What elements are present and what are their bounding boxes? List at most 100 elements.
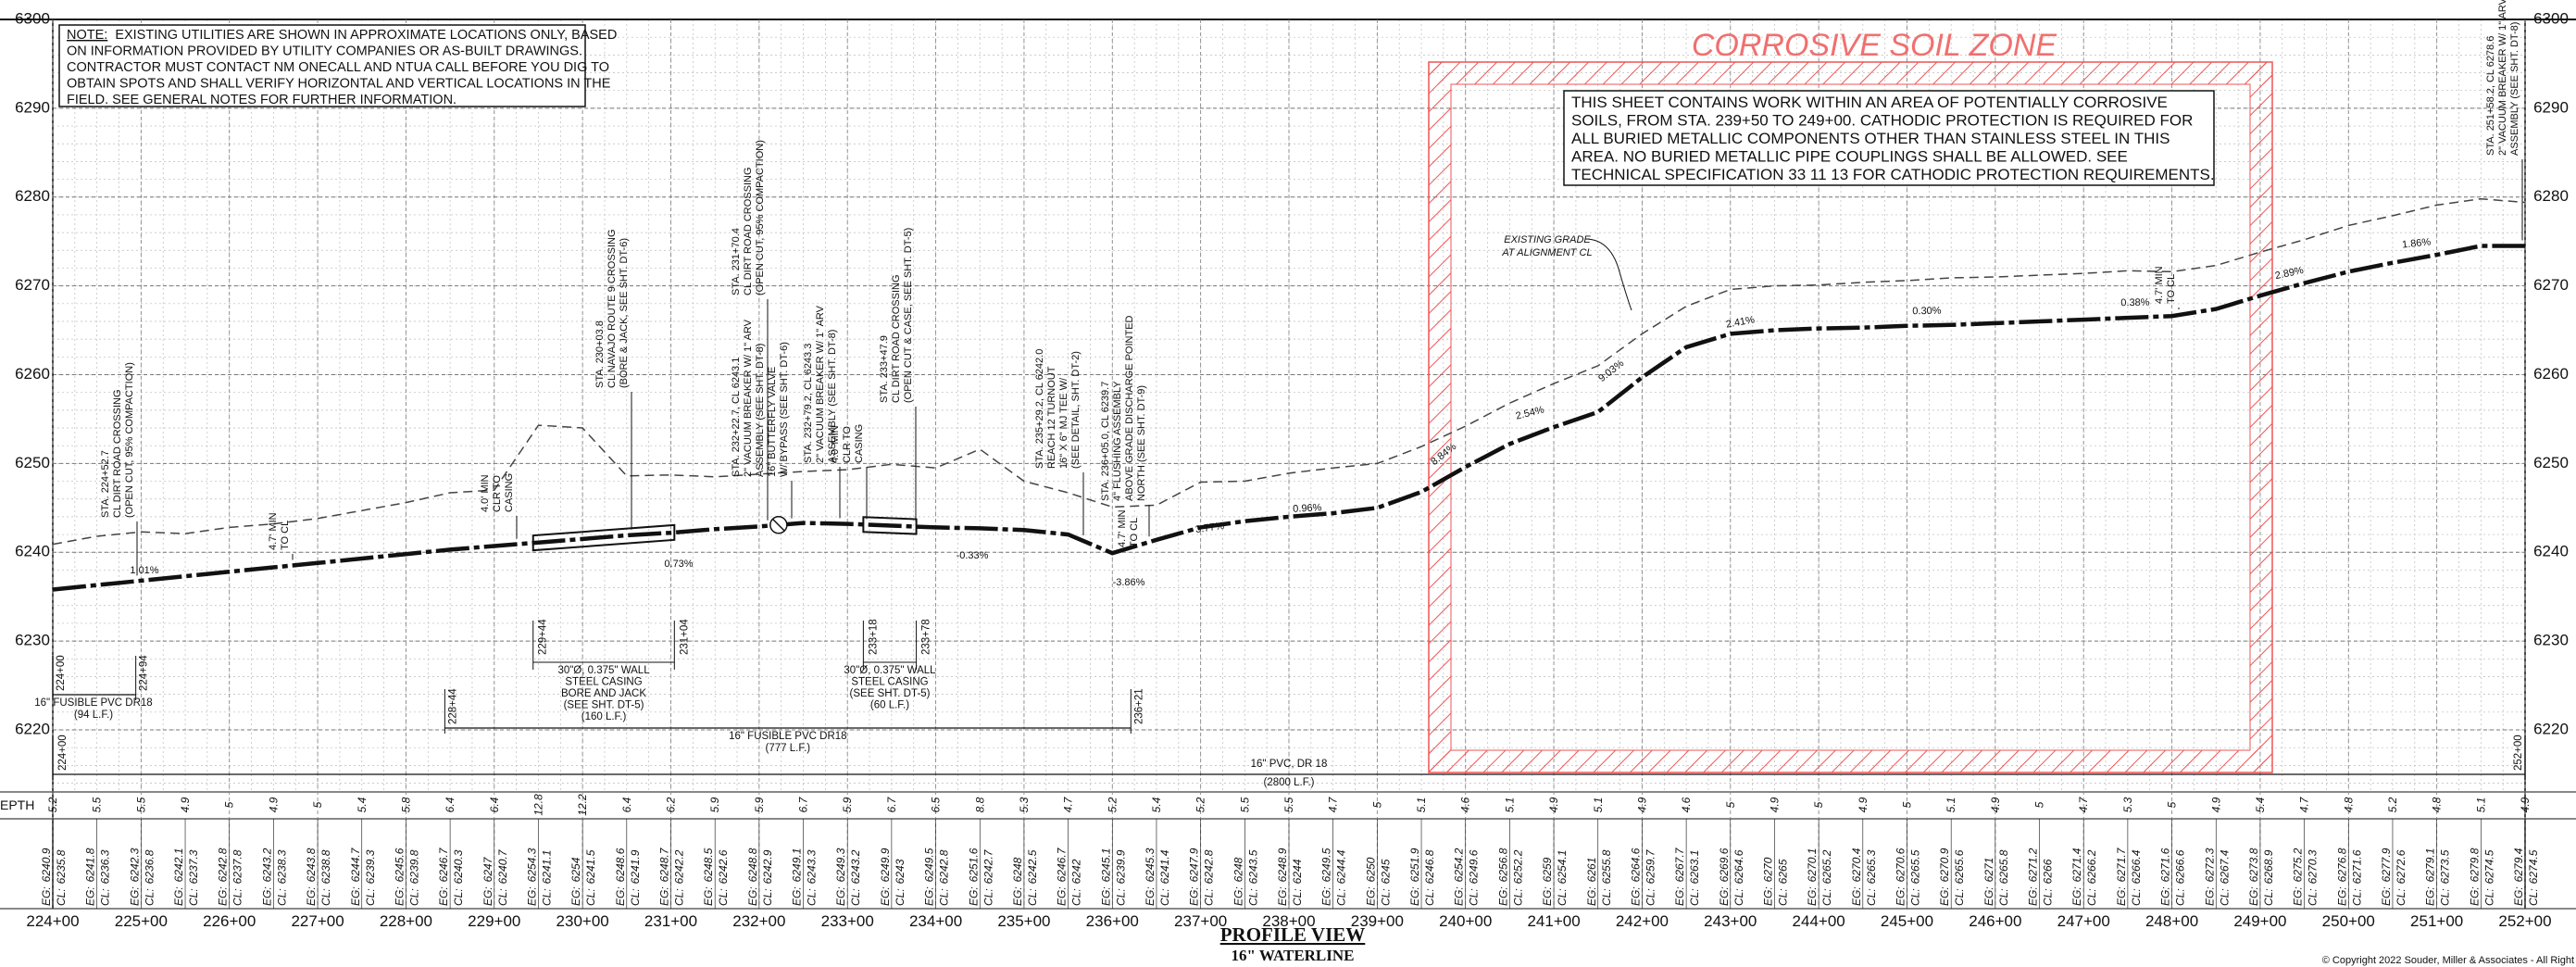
elevation-label: 6250 xyxy=(15,454,50,471)
eg-number: 6249.5 xyxy=(923,848,936,882)
annotation: TO CL xyxy=(280,521,291,550)
annotation: CL DIRT ROAD CROSSING xyxy=(112,389,123,518)
cl-number: 6266 xyxy=(2042,859,2055,884)
cl-prefix: CL: xyxy=(2439,888,2452,906)
cl-number: 6242.9 xyxy=(761,849,774,884)
zone-note-line: AREA. NO BURIED METALLIC PIPE COUPLINGS … xyxy=(1571,148,2128,166)
cl-prefix: CL: xyxy=(1291,888,1304,906)
zone-hatch xyxy=(1429,62,2272,84)
cl-number: 6239.8 xyxy=(407,849,420,884)
depth-value: 5.3 xyxy=(2121,797,2134,812)
pipe-note: (2800 L.F.) xyxy=(1264,777,1315,788)
eg-prefix: EG: xyxy=(84,886,97,906)
eg-prefix: EG: xyxy=(658,886,671,906)
cl-prefix: CL: xyxy=(1026,888,1039,906)
station-label: 231+00 xyxy=(644,912,697,930)
eg-prefix: EG: xyxy=(1629,886,1642,906)
eg-number: 6250 xyxy=(1364,857,1377,882)
annotation: (OPEN CUT & CASE, SEE SHT. DT-5) xyxy=(903,228,914,403)
depth-value: 5.4 xyxy=(2254,797,2267,812)
cl-value: CL: 6268.9 xyxy=(2262,849,2275,906)
eg-value: EG: 6241.8 xyxy=(84,848,97,906)
annotation: 4.7' MIN xyxy=(1117,509,1128,547)
cl-prefix: CL: xyxy=(982,888,994,906)
station-label: 224+00 xyxy=(26,912,79,930)
eg-value: EG: 6254.3 xyxy=(525,848,538,906)
casing-note: 30"Ø, 0.375" WALL xyxy=(557,665,650,676)
eg-value: EG: 6248 xyxy=(1011,857,1024,906)
cl-prefix: CL: xyxy=(231,888,244,906)
eg-value: EG: 6271.6 xyxy=(2159,848,2172,906)
cl-value: CL: 6242.7 xyxy=(982,848,994,906)
cl-value: CL: 6265.6 xyxy=(1953,849,1966,906)
depth-value: 5 xyxy=(1812,801,1825,808)
cl-value: CL: 6259.7 xyxy=(1644,848,1657,906)
existing-grade-label: EXISTING GRADE xyxy=(1504,234,1591,245)
cl-prefix: CL: xyxy=(1688,888,1701,906)
cl-prefix: CL: xyxy=(806,888,819,906)
eg-number: 6279.1 xyxy=(2424,848,2437,883)
pipe-note: 16" PVC, DR 18 xyxy=(1251,759,1328,770)
cl-value: CL: 6241.5 xyxy=(584,849,597,906)
eg-value: EG: 6271.2 xyxy=(2027,848,2040,906)
eg-prefix: EG: xyxy=(525,886,538,906)
cl-prefix: CL: xyxy=(1158,888,1171,906)
cl-prefix: CL: xyxy=(2130,888,2143,906)
elevation-label: 6270 xyxy=(2533,276,2569,294)
cl-prefix: CL: xyxy=(1776,888,1789,906)
cl-value: CL: 6242.8 xyxy=(938,849,951,906)
eg-prefix: EG: xyxy=(305,886,318,906)
elevation-label: 6220 xyxy=(2533,720,2569,737)
eg-value: EG: 6248.8 xyxy=(746,848,759,906)
eg-prefix: EG: xyxy=(260,886,273,906)
eg-number: 6256.8 xyxy=(1496,848,1509,882)
cl-number: 6265 xyxy=(1776,859,1789,884)
eg-prefix: EG: xyxy=(1982,886,1995,906)
eg-number: 6243.8 xyxy=(305,848,318,882)
station-label: 252+00 xyxy=(2498,912,2551,930)
casing-note: STEEL CASING xyxy=(851,677,928,688)
eg-number: 6279.8 xyxy=(2468,848,2481,882)
pipe-note: (777 L.F.) xyxy=(766,743,811,754)
cl-prefix: CL: xyxy=(1732,888,1745,906)
cl-value: CL: 6242 xyxy=(1070,859,1083,906)
eg-prefix: EG: xyxy=(2424,886,2437,906)
cl-number: 6239.9 xyxy=(1114,849,1127,884)
depth-value: 5 xyxy=(2033,801,2046,808)
depth-value: 5.1 xyxy=(1592,797,1605,813)
cl-value: CL: 6244.4 xyxy=(1335,849,1348,906)
cl-number: 6266.4 xyxy=(2130,849,2143,884)
cl-prefix: CL: xyxy=(584,888,597,906)
annotation: CL DIRT ROAD CROSSING xyxy=(891,274,902,403)
eg-prefix: EG: xyxy=(1938,886,1951,906)
depth-value: 4.9 xyxy=(267,797,280,812)
cl-value: CL: 6271.6 xyxy=(2350,849,2363,906)
annotation: TO CL xyxy=(1129,518,1140,547)
cl-prefix: CL: xyxy=(1600,888,1613,906)
eg-prefix: EG: xyxy=(2027,886,2040,906)
cl-number: 6243.5 xyxy=(1246,849,1259,884)
cl-value: CL: 6240.3 xyxy=(452,849,465,906)
cl-prefix: CL: xyxy=(2482,888,2495,906)
slope-label: -3.86% xyxy=(1113,577,1145,588)
eg-number: 6249.1 xyxy=(791,848,804,883)
cl-number: 6236.3 xyxy=(99,849,112,884)
eg-prefix: EG: xyxy=(1894,886,1907,906)
depth-value: 4.9 xyxy=(179,797,192,812)
eg-value: EG: 6244.7 xyxy=(349,847,362,906)
eg-value: EG: 6249.9 xyxy=(879,848,892,906)
eg-prefix: EG: xyxy=(1496,886,1509,906)
eg-number: 6269.6 xyxy=(1718,848,1731,882)
cl-prefix: CL: xyxy=(2218,888,2231,906)
annotation: 2" VACUUM BREAKER W/ 1" ARV xyxy=(743,319,754,477)
depth-value: 5.5 xyxy=(1282,797,1295,812)
cl-number: 6245 xyxy=(1379,859,1392,884)
annotation: ASSEMBLY (SEE SHT. DT-8) xyxy=(2509,22,2520,156)
eg-value: EG: 6270 xyxy=(1761,857,1774,906)
cl-value: CL: 6242.5 xyxy=(1026,849,1039,906)
elevation-label: 6260 xyxy=(15,365,50,383)
eg-number: 6276.8 xyxy=(2335,848,2348,882)
cl-prefix: CL: xyxy=(717,888,730,906)
eg-value: EG: 6270.6 xyxy=(1894,848,1907,906)
cl-prefix: CL: xyxy=(629,888,642,906)
